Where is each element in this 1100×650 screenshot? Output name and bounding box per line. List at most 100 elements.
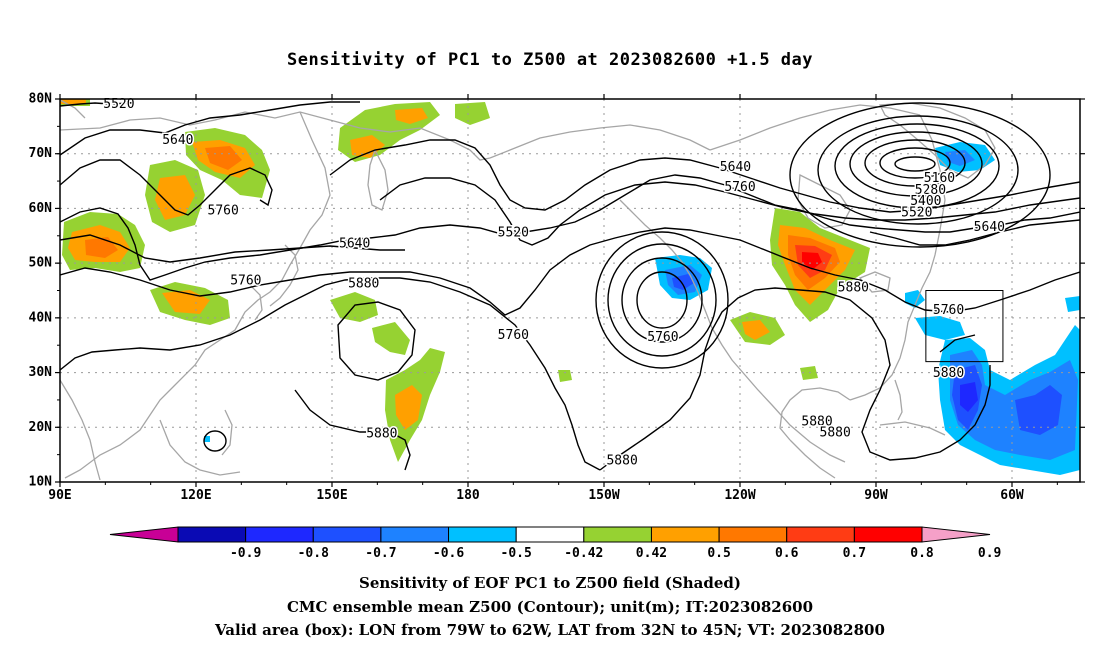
contour-label-5880: 5880 [933, 366, 964, 381]
colorbar-swatch [786, 526, 855, 543]
lon-label: 120E [180, 488, 211, 503]
colorbar-swatch [312, 526, 382, 543]
shade-positive-kamchatka-core2 [395, 108, 428, 124]
shade-negative-sc-china [204, 436, 210, 442]
contour-hudson-low-4 [849, 131, 983, 197]
colorbar-swatch [448, 526, 517, 543]
contour-label-5880: 5880 [366, 426, 397, 441]
shade-positive-mexico-core [742, 320, 770, 340]
contour-label-5640: 5640 [974, 220, 1005, 235]
contour-5880-high [337, 301, 416, 381]
caption-line-3: Valid area (box): LON from 79W to 62W, L… [215, 621, 885, 639]
colorbar-label: -0.6 [433, 546, 464, 561]
coast-central-am [789, 439, 836, 479]
coast-korea [249, 284, 263, 321]
colorbar: -0.9 -0.8 -0.7 -0.6 -0.5 -0.42 0.42 0.5 0.6 0.7 0.… [109, 526, 1001, 561]
shade-positive-us-plains-max [802, 252, 822, 270]
lat-label: 60N [29, 201, 53, 216]
contour-label-5520: 5520 [901, 205, 932, 220]
coast-philippines [221, 409, 233, 456]
coast-lakes [858, 271, 891, 293]
coastlines [60, 99, 996, 481]
shade-negative-atlantic-east [1015, 385, 1062, 435]
contour-low-ring-2 [621, 257, 703, 343]
contour-hudson-low-7 [789, 102, 1051, 248]
contour-label-5760: 5760 [208, 204, 239, 219]
shade-negative-east-edge [1065, 296, 1080, 312]
colorbar-swatch [718, 526, 788, 543]
shade-negative-atlantic-deep [960, 382, 978, 412]
shade-positive-nw-pacific-2 [372, 322, 410, 355]
shade-positive-hawaii-n [558, 370, 572, 382]
lon-label: 60W [1000, 488, 1024, 503]
lon-label: 90E [48, 488, 71, 503]
valid-area-box [925, 290, 1004, 363]
contour-hudson-low-2 [879, 147, 951, 179]
shade-negative-greenland-core [945, 150, 975, 166]
coast-cuba [879, 421, 946, 436]
lat-label: 10N [29, 475, 53, 490]
contour-low-ring-3 [607, 243, 717, 357]
lat-label: 40N [29, 310, 53, 325]
contour-bering-a [329, 139, 1080, 213]
coast-japan [269, 244, 299, 307]
coast-na-east [849, 114, 946, 401]
colorbar-swatch [177, 526, 247, 543]
colorbar-swatch [515, 526, 585, 543]
contour-low-ring-4 [595, 231, 729, 369]
contour-label-5760: 5760 [647, 330, 678, 345]
colorbar-swatch [583, 526, 652, 543]
contour-label-5400: 5400 [910, 194, 941, 209]
colorbar-label: 0.7 [843, 546, 866, 561]
colorbar-swatch [245, 526, 314, 543]
contour-5640-east [869, 219, 1080, 246]
coast-gulf [779, 387, 851, 441]
contour-trough-a [60, 159, 273, 216]
colorbar-label: 0.42 [636, 546, 667, 561]
contour-5640-west [60, 114, 241, 156]
coast-na-north [709, 104, 921, 151]
shade-positive-yakutsk-inner [205, 146, 242, 170]
contour-hudson-low-5 [834, 123, 1000, 209]
colorbar-label: -0.8 [298, 546, 329, 561]
colorbar-label: -0.9 [230, 546, 261, 561]
longitude-axis: 90E 120E 150E 180 150W 120W 90W 60W [48, 94, 1058, 503]
contour-label-5880: 5880 [801, 414, 832, 429]
contour-5880-south [294, 389, 411, 471]
contour-label-5880: 5880 [838, 280, 869, 295]
contour-label-5640: 5640 [339, 236, 370, 251]
coast-kamchatka [367, 148, 389, 211]
caption-line-1: Sensitivity of EOF PC1 to Z500 field (Sh… [359, 574, 741, 592]
lat-label: 70N [29, 146, 53, 161]
colorbar-label: 0.5 [707, 546, 730, 561]
contour-trough-c [239, 101, 360, 116]
coast-hudson [797, 173, 851, 229]
contour-labels: 5520 5640 5760 5640 5760 5880 5760 5520 5640 5760… [102, 95, 1007, 470]
lon-label: 90W [864, 488, 888, 503]
contour-trough-b [60, 174, 1080, 281]
contour-label-5520: 5520 [103, 97, 134, 112]
contour-5640-mid [60, 234, 405, 263]
coast-asia-east [64, 111, 331, 479]
lat-label: 50N [29, 256, 53, 271]
caption-line-2: CMC ensemble mean Z500 (Contour); unit(m… [286, 598, 814, 616]
colorbar-label: -0.42 [564, 546, 603, 561]
contour-label-5640: 5640 [162, 133, 193, 148]
main-title: Sensitivity of PC1 to Z500 at 2023082600… [286, 50, 813, 70]
lat-label: 20N [29, 420, 53, 435]
lat-label: 80N [29, 92, 53, 107]
contour-label-5640: 5640 [720, 160, 751, 175]
lon-label: 150W [588, 488, 619, 503]
colorbar-label: 0.9 [978, 546, 1001, 561]
contour-label-5760: 5760 [230, 274, 261, 289]
lon-label: 120W [724, 488, 755, 503]
contour-bering-b [379, 177, 1080, 246]
colorbar-swatch [380, 526, 450, 543]
contour-5880-east [599, 287, 991, 471]
contour-5880-se [939, 334, 976, 353]
contour-5760-east [759, 247, 1080, 313]
contour-5880-west [60, 277, 601, 471]
contour-label-5880: 5880 [606, 454, 637, 469]
contour-label-5760: 5760 [724, 180, 755, 195]
